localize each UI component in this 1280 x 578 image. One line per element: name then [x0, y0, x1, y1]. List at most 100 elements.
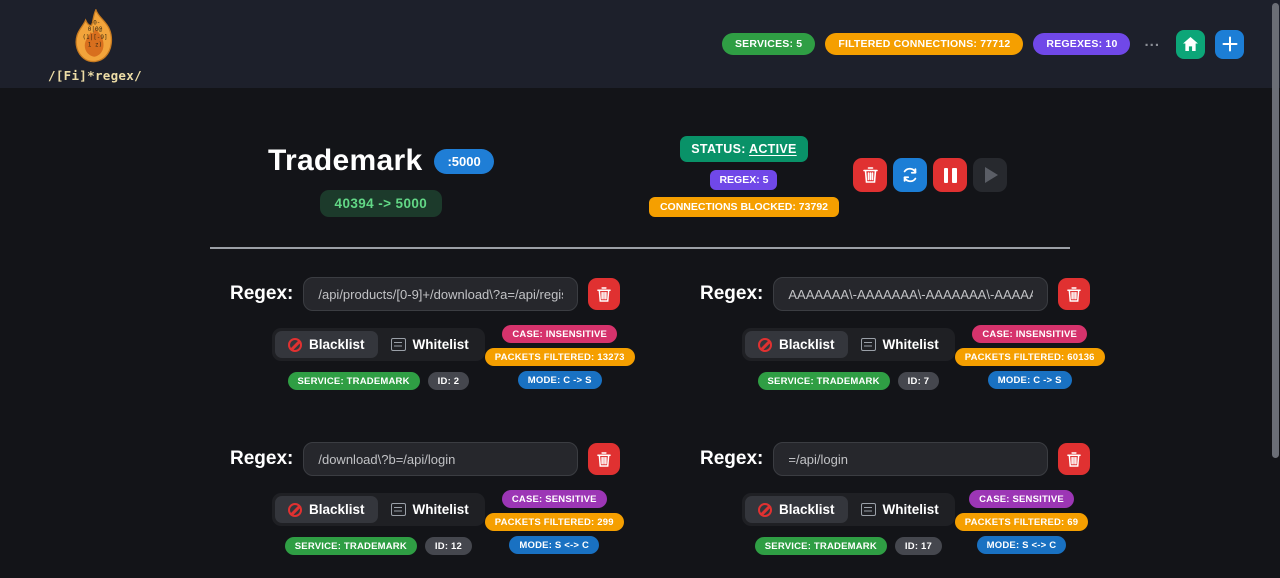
regex-label: Regex:: [230, 283, 294, 304]
overflow-menu[interactable]: ...: [1144, 32, 1160, 50]
regex-input[interactable]: [773, 442, 1048, 476]
plus-icon: [1222, 36, 1237, 52]
scrollbar[interactable]: [1271, 0, 1280, 578]
packets-filtered-badge: PACKETS FILTERED: 13273: [484, 348, 635, 366]
status-badge: STATUS: ACTIVE: [680, 136, 808, 162]
list-icon: [390, 338, 406, 351]
ban-icon: [758, 502, 772, 517]
regex-input[interactable]: [773, 277, 1048, 311]
delete-service-button[interactable]: [853, 158, 887, 192]
filtered-connections-badge: FILTERED CONNECTIONS: 77712: [825, 33, 1024, 55]
blacklist-label: Blacklist: [309, 337, 365, 352]
trash-icon: [862, 167, 878, 183]
whitelist-option[interactable]: Whitelist: [848, 496, 952, 523]
start-service-button[interactable]: [973, 158, 1007, 192]
whitelist-option[interactable]: Whitelist: [378, 496, 482, 523]
case-badge: CASE: INSENSITIVE: [972, 325, 1088, 343]
add-service-button[interactable]: [1215, 29, 1244, 59]
firegex-logo[interactable]: -0- 0|0@ (1|[-9] 1 z) /[Fi]*regex/: [48, 9, 142, 83]
regex-id-badge: ID: 17: [894, 537, 942, 555]
regex-card: Regex: Blacklist Whitelist: [230, 277, 635, 390]
service-title: Trademark: [268, 144, 423, 177]
case-badge: CASE: SENSITIVE: [969, 490, 1074, 508]
list-icon: [390, 503, 406, 516]
regex-id-badge: ID: 12: [424, 537, 472, 555]
regex-card: Regex: Blacklist Whitelist: [700, 442, 1090, 555]
pause-service-button[interactable]: [933, 158, 967, 192]
trash-icon: [597, 451, 611, 467]
packets-filtered-badge: PACKETS FILTERED: 60136: [954, 348, 1105, 366]
regex-label: Regex:: [700, 448, 764, 469]
service-name-badge: SERVICE: TRADEMARK: [757, 372, 890, 390]
ban-icon: [288, 502, 302, 517]
list-icon: [860, 338, 876, 351]
regex-input[interactable]: [303, 277, 578, 311]
delete-regex-button[interactable]: [588, 278, 620, 310]
service-actions: [853, 158, 1007, 192]
service-name-badge: SERVICE: TRADEMARK: [284, 537, 417, 555]
whitelist-label: Whitelist: [882, 502, 939, 517]
trash-icon: [1067, 451, 1081, 467]
packets-filtered-badge: PACKETS FILTERED: 299: [484, 513, 624, 531]
blacklist-label: Blacklist: [779, 337, 835, 352]
regex-id-badge: ID: 2: [427, 372, 470, 390]
regex-input[interactable]: [303, 442, 578, 476]
list-mode-toggle: Blacklist Whitelist: [742, 493, 955, 526]
blacklist-label: Blacklist: [779, 502, 835, 517]
ban-icon: [758, 337, 772, 352]
play-icon: [985, 167, 998, 183]
navbar: -0- 0|0@ (1|[-9] 1 z) /[Fi]*regex/ SERVI…: [0, 0, 1280, 88]
pause-icon: [943, 167, 957, 183]
blacklist-option[interactable]: Blacklist: [745, 331, 848, 358]
direction-mode-badge: MODE: S <-> C: [976, 536, 1067, 554]
port-redirect-badge: 40394 -> 5000: [319, 190, 443, 217]
whitelist-label: Whitelist: [882, 337, 939, 352]
svg-text:0|0@: 0|0@: [88, 26, 103, 33]
list-mode-toggle: Blacklist Whitelist: [742, 328, 955, 361]
svg-text:(1|[-9]: (1|[-9]: [82, 34, 107, 41]
delete-regex-button[interactable]: [1058, 278, 1090, 310]
section-divider: [210, 247, 1070, 249]
status-label: STATUS:: [691, 142, 750, 156]
blacklist-option[interactable]: Blacklist: [275, 331, 378, 358]
service-header: Trademark :5000 40394 -> 5000 STATUS: AC…: [210, 88, 1070, 217]
whitelist-option[interactable]: Whitelist: [378, 331, 482, 358]
trash-icon: [1067, 286, 1081, 302]
direction-mode-badge: MODE: C -> S: [987, 371, 1072, 389]
svg-text:-0-: -0-: [90, 19, 101, 26]
connections-blocked-badge: CONNECTIONS BLOCKED: 73792: [648, 197, 839, 217]
refresh-service-button[interactable]: [893, 158, 927, 192]
service-detail-page: Trademark :5000 40394 -> 5000 STATUS: AC…: [210, 88, 1105, 555]
blacklist-option[interactable]: Blacklist: [275, 496, 378, 523]
regex-label: Regex:: [700, 283, 764, 304]
regexes-count-badge: REGEXES: 10: [1033, 33, 1131, 55]
home-icon: [1183, 37, 1198, 51]
service-name-badge: SERVICE: TRADEMARK: [754, 537, 887, 555]
logo-text: /[Fi]*regex/: [48, 68, 142, 83]
whitelist-label: Whitelist: [412, 337, 469, 352]
list-mode-toggle: Blacklist Whitelist: [272, 493, 485, 526]
regex-card: Regex: Blacklist Whitelist: [700, 277, 1105, 390]
blacklist-option[interactable]: Blacklist: [745, 496, 848, 523]
direction-mode-badge: MODE: C -> S: [517, 371, 602, 389]
delete-regex-button[interactable]: [1058, 443, 1090, 475]
services-count-badge: SERVICES: 5: [721, 33, 816, 55]
service-name-badge: SERVICE: TRADEMARK: [287, 372, 420, 390]
status-value: ACTIVE: [749, 142, 797, 156]
trash-icon: [597, 286, 611, 302]
direction-mode-badge: MODE: S <-> C: [509, 536, 600, 554]
flame-icon: -0- 0|0@ (1|[-9] 1 z): [75, 9, 113, 63]
scrollbar-thumb[interactable]: [1272, 3, 1279, 458]
list-icon: [860, 503, 876, 516]
regex-count-badge: REGEX: 5: [710, 170, 778, 190]
service-port-badge: :5000: [434, 148, 494, 174]
case-badge: CASE: INSENSITIVE: [502, 325, 618, 343]
list-mode-toggle: Blacklist Whitelist: [272, 328, 485, 361]
delete-regex-button[interactable]: [588, 443, 620, 475]
whitelist-label: Whitelist: [412, 502, 469, 517]
home-button[interactable]: [1176, 29, 1205, 59]
regex-card: Regex: Blacklist Whitelist: [230, 442, 624, 555]
whitelist-option[interactable]: Whitelist: [848, 331, 952, 358]
regex-id-badge: ID: 7: [897, 372, 940, 390]
refresh-icon: [903, 167, 917, 183]
